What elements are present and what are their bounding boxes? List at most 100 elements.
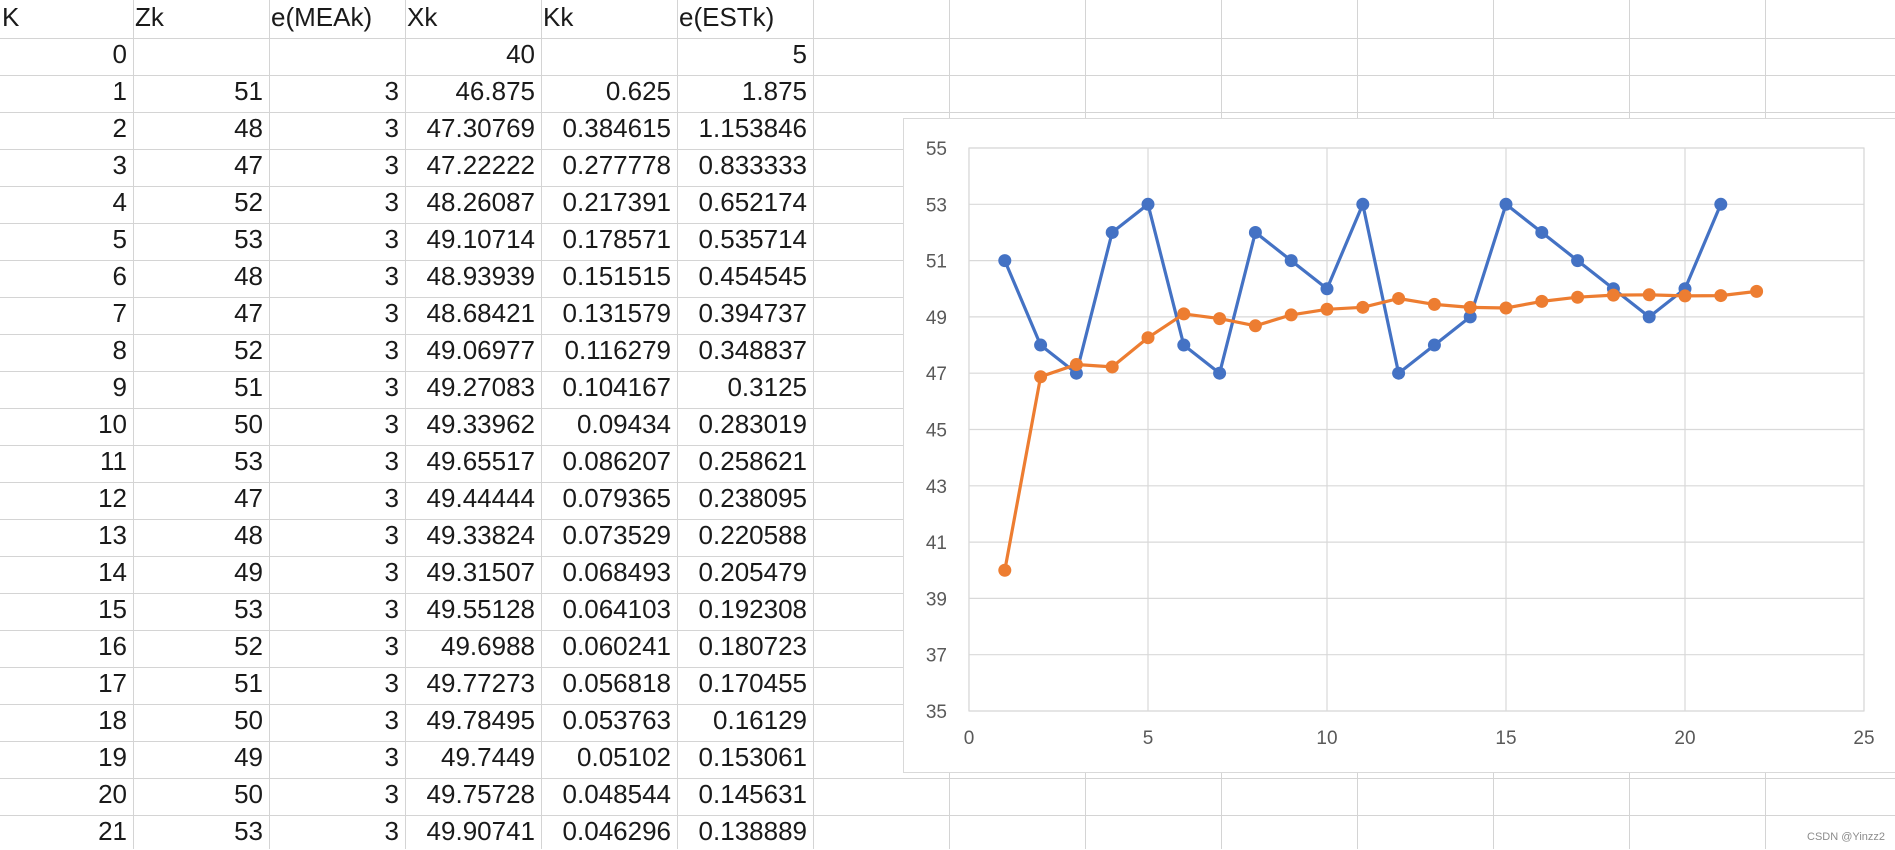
table-cell[interactable]: 48.26087 xyxy=(426,187,535,217)
table-cell[interactable]: 0.258621 xyxy=(698,446,807,476)
table-cell[interactable]: 47 xyxy=(234,483,263,513)
table-cell[interactable]: 3 xyxy=(384,113,399,143)
table-cell[interactable]: 0.283019 xyxy=(698,409,807,439)
table-cell[interactable]: 0.060241 xyxy=(562,631,671,661)
table-cell[interactable]: 0.217391 xyxy=(562,187,671,217)
table-cell[interactable]: 17 xyxy=(98,668,127,698)
table-cell[interactable]: 0.116279 xyxy=(564,335,671,365)
table-cell[interactable]: 5 xyxy=(792,39,807,69)
table-cell[interactable]: 0.053763 xyxy=(562,705,671,735)
table-cell[interactable]: 0.394737 xyxy=(698,298,807,328)
table-cell[interactable]: 0.079365 xyxy=(562,483,671,513)
table-cell[interactable]: 0.833333 xyxy=(698,150,807,180)
table-cell[interactable]: 0.384615 xyxy=(562,113,671,143)
table-cell[interactable]: 48 xyxy=(234,520,263,550)
table-cell[interactable]: 2 xyxy=(112,113,127,143)
table-cell[interactable]: 48.93939 xyxy=(426,261,535,291)
table-cell[interactable]: 12 xyxy=(98,483,127,513)
table-cell[interactable]: 3 xyxy=(384,668,399,698)
table-cell[interactable]: 0.178571 xyxy=(562,224,671,254)
table-cell[interactable]: 0.238095 xyxy=(698,483,807,513)
table-cell[interactable]: 11 xyxy=(100,446,127,476)
table-cell[interactable]: 53 xyxy=(234,594,263,624)
table-cell[interactable]: 49.90741 xyxy=(426,816,535,846)
table-cell[interactable]: 49.31507 xyxy=(426,557,535,587)
table-cell[interactable]: 3 xyxy=(384,298,399,328)
table-cell[interactable]: 46.875 xyxy=(455,76,535,106)
table-cell[interactable]: 0.104167 xyxy=(562,372,671,402)
table-cell[interactable]: 50 xyxy=(234,409,263,439)
table-cell[interactable]: 16 xyxy=(98,631,127,661)
table-cell[interactable]: 53 xyxy=(234,816,263,846)
table-cell[interactable] xyxy=(269,35,405,71)
table-cell[interactable]: 0.05102 xyxy=(577,742,671,772)
table-cell[interactable]: 48 xyxy=(234,261,263,291)
table-cell[interactable]: 14 xyxy=(98,557,127,587)
table-cell[interactable]: 0.3125 xyxy=(727,372,807,402)
table-cell[interactable]: 10 xyxy=(98,409,127,439)
table-cell[interactable]: 0.068493 xyxy=(562,557,671,587)
table-cell[interactable]: 49.06977 xyxy=(426,335,535,365)
table-cell[interactable]: 0.454545 xyxy=(698,261,807,291)
table-cell[interactable]: 47.30769 xyxy=(426,113,535,143)
table-cell[interactable]: 13 xyxy=(98,520,127,550)
table-cell[interactable]: 5 xyxy=(112,224,127,254)
header-cell[interactable]: e(ESTk) xyxy=(679,2,775,32)
table-cell[interactable]: 0.348837 xyxy=(698,335,807,365)
table-cell[interactable]: 3 xyxy=(384,520,399,550)
table-cell[interactable]: 3 xyxy=(384,335,399,365)
table-cell[interactable]: 0.09434 xyxy=(577,409,671,439)
table-cell[interactable]: 0.180723 xyxy=(698,631,807,661)
table-cell[interactable]: 51 xyxy=(234,668,263,698)
table-cell[interactable]: 3 xyxy=(384,705,399,735)
header-cell[interactable]: e(MEAk) xyxy=(271,2,373,32)
table-cell[interactable]: 3 xyxy=(384,76,399,106)
table-cell[interactable]: 0.138889 xyxy=(698,816,807,846)
line-chart[interactable]: 35 37 39 41 43 45 47 49 51 53 55 0 5 10 15 20 25 xyxy=(903,118,1895,773)
header-cell[interactable]: Kk xyxy=(543,2,574,32)
table-cell[interactable]: 52 xyxy=(234,631,263,661)
table-cell[interactable]: 51 xyxy=(234,372,263,402)
table-cell[interactable]: 0.16129 xyxy=(713,705,807,735)
table-cell[interactable]: 19 xyxy=(98,742,127,772)
table-cell[interactable]: 49 xyxy=(234,557,263,587)
table-cell[interactable]: 0.205479 xyxy=(698,557,807,587)
table-cell[interactable]: 52 xyxy=(234,187,263,217)
table-cell[interactable]: 49.65517 xyxy=(426,446,535,476)
table-cell[interactable]: 3 xyxy=(384,446,399,476)
table-cell[interactable]: 8 xyxy=(112,335,127,365)
table-cell[interactable]: 47.22222 xyxy=(426,150,535,180)
table-cell[interactable]: 1 xyxy=(112,76,127,106)
table-cell[interactable]: 4 xyxy=(112,187,127,217)
table-cell[interactable]: 3 xyxy=(384,483,399,513)
table-cell[interactable]: 3 xyxy=(384,372,399,402)
header-cell[interactable]: Zk xyxy=(135,2,164,32)
table-cell[interactable]: 0.064103 xyxy=(562,594,671,624)
table-cell[interactable]: 0.652174 xyxy=(698,187,807,217)
table-cell[interactable]: 7 xyxy=(112,298,127,328)
table-cell[interactable]: 3 xyxy=(384,261,399,291)
table-cell[interactable]: 6 xyxy=(112,261,127,291)
table-cell[interactable]: 3 xyxy=(384,816,399,846)
table-cell[interactable]: 0.170455 xyxy=(698,668,807,698)
table-cell[interactable]: 53 xyxy=(234,446,263,476)
table-cell[interactable]: 3 xyxy=(384,150,399,180)
table-cell[interactable]: 49.33824 xyxy=(426,520,535,550)
table-cell[interactable]: 49.78495 xyxy=(426,705,535,735)
table-cell[interactable]: 3 xyxy=(384,631,399,661)
table-cell[interactable]: 40 xyxy=(506,39,535,69)
table-cell[interactable]: 0.153061 xyxy=(698,742,807,772)
table-cell[interactable]: 49.10714 xyxy=(426,224,535,254)
table-cell[interactable]: 0.145631 xyxy=(698,779,807,809)
table-cell[interactable]: 50 xyxy=(234,779,263,809)
table-cell[interactable]: 0.151515 xyxy=(562,261,671,291)
table-cell[interactable]: 3 xyxy=(384,779,399,809)
table-cell[interactable]: 49.33962 xyxy=(426,409,535,439)
table-cell[interactable]: 49.77273 xyxy=(426,668,535,698)
table-cell[interactable]: 0.277778 xyxy=(562,150,671,180)
table-cell[interactable]: 1.153846 xyxy=(698,113,807,143)
table-cell[interactable]: 9 xyxy=(112,372,127,402)
table-cell[interactable]: 49.27083 xyxy=(426,372,535,402)
table-cell[interactable]: 3 xyxy=(384,742,399,772)
table-cell[interactable]: 0.192308 xyxy=(698,594,807,624)
